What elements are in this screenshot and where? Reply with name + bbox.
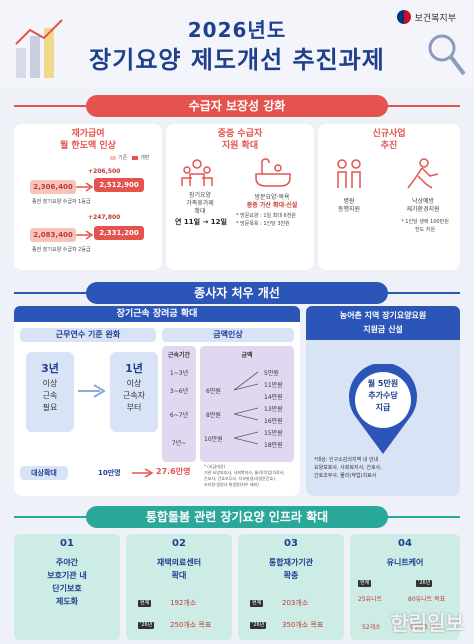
amount-raise-head: 금액인상 bbox=[162, 328, 294, 342]
rural-allowance-head: 농어촌 지역 장기요양요원 지원금 신설 bbox=[306, 306, 460, 340]
rural-allowance-card: 농어촌 지역 장기요양요원 지원금 신설 월 5만원 추가수당 지급 *대상: … bbox=[306, 306, 460, 496]
header: 보건복지부 2026년도 장기요양 제도개선 추진과제 bbox=[0, 0, 474, 88]
years-row: 6~7년 bbox=[169, 412, 189, 419]
section3-band: 통합돌봄 관련 장기요양 인프라 확대 bbox=[86, 506, 388, 528]
hospital-escort-label: 병원 동행지원 bbox=[337, 198, 361, 213]
amount-new: 18만원 bbox=[264, 442, 283, 449]
fall-prevention-note: * 1인당 생애 100만원 한도 지원 bbox=[401, 219, 449, 233]
grade1-increase: +206,500 bbox=[88, 168, 121, 175]
hospital-escort-icon bbox=[337, 159, 361, 188]
fall-prevention-label: 낙상예방 재가환경지원 bbox=[406, 198, 440, 213]
years-row: 1~3년 bbox=[169, 370, 189, 377]
magnifier-icon bbox=[428, 34, 466, 76]
family-leave-label: 장기요양 가족휴가제 확대 bbox=[186, 192, 214, 215]
section1-band: 수급자 보장성 강화 bbox=[86, 95, 388, 117]
amount-new: 13만원 bbox=[264, 406, 283, 413]
amount-head: 금액 bbox=[241, 352, 253, 359]
section1-card-severe: 중증 수급자 지원 확대 장기요양 가족휴가제 확대 연 11일 → 12일 방… bbox=[166, 124, 314, 270]
section1-card-monthly-limit: 재가급여 월 한도액 인상 기존 개편 +206,500 2,306,400 2… bbox=[14, 124, 162, 270]
amount-old: 6만원 bbox=[206, 388, 221, 395]
grade2-increase: +247,800 bbox=[88, 214, 121, 221]
amount-column: 금액 bbox=[200, 346, 294, 462]
infra-card-04: 04 유니트케어 현재 '26년 25유니트 80유니트 목표 52개소 90개… bbox=[350, 534, 460, 640]
rural-allowance-note: *대상: 인구소감쇠지역 내 안내 요양보호사, 사회복지사, 간호사, 간호조… bbox=[314, 457, 382, 479]
arrow-right-icon bbox=[78, 384, 106, 398]
title-year: 2026년도 bbox=[187, 18, 287, 42]
amount-old: 10만원 bbox=[204, 436, 223, 443]
amount-old: 8만원 bbox=[206, 412, 221, 419]
amount-arrows bbox=[234, 371, 259, 445]
section1-card-new-projects: 신규사업 추진 병원 동행지원 낙상예방 재가환경지원 * 1인당 생애 100… bbox=[318, 124, 460, 270]
target-note: * (지급대상) 기관 요양보호사, 사회복지사, 물리(작업)치료사, 간호사… bbox=[204, 464, 285, 487]
years-head: 근속기간 bbox=[167, 352, 191, 359]
rural-allowance-value: 월 5만원 추가수당 지급 bbox=[367, 379, 399, 412]
grade1-from: 2,306,400 bbox=[30, 180, 76, 194]
amount-new: 15만원 bbox=[264, 430, 283, 437]
section2-band: 종사자 처우 개선 bbox=[86, 282, 388, 304]
family-icon bbox=[181, 159, 213, 186]
grade1-caption: 종전 장기요양 수급자 1등급 bbox=[32, 199, 91, 205]
chart-legend: 기존 개편 bbox=[110, 154, 149, 161]
years-column: 근속기간 1~3년 3~6년 6~7년 7년~ bbox=[162, 346, 196, 462]
ministry-emblem-icon bbox=[396, 10, 411, 24]
bar-graph-icon bbox=[15, 19, 63, 78]
ministry-logo: 보건복지부 bbox=[396, 10, 456, 24]
amount-new: 5만원 bbox=[264, 370, 279, 377]
page-title: 장기요양 제도개선 추진과제 bbox=[89, 46, 385, 74]
card3-title: 신규사업 추진 bbox=[372, 129, 406, 151]
card1-title: 재가급여 월 한도액 인상 bbox=[60, 129, 116, 151]
target-expand-label: 대상확대 bbox=[20, 466, 68, 480]
infra-card-03: 03 통합재가기관 확충 현재 203개소 '26년 350개소 목표 bbox=[238, 534, 344, 640]
bathtub-icon bbox=[255, 158, 291, 187]
long-service-card: 장기근속 장려금 확대 근무연수 기준 완화 3년 이상 근속 필요 1년 이상… bbox=[14, 306, 300, 496]
long-service-head: 장기근속 장려금 확대 bbox=[14, 306, 300, 322]
watermark: 한림일보 bbox=[390, 611, 464, 635]
severe-bonus-label: 방문요양·목욕 중증 가산 확대·신설 bbox=[246, 194, 298, 209]
grade2-from: 2,083,400 bbox=[30, 228, 76, 242]
arrow-right-icon bbox=[76, 182, 94, 192]
grade2-to: 2,331,200 bbox=[94, 226, 144, 240]
new-criteria-box: 1년 이상 근속자 부터 bbox=[110, 352, 158, 432]
years-row: 7년~ bbox=[171, 440, 187, 447]
location-pin-icon bbox=[349, 364, 417, 454]
grade2-caption: 종전 장기요양 수급자 2등급 bbox=[32, 247, 91, 253]
amount-new: 11만원 bbox=[264, 382, 283, 389]
infra-card-02: 02 재택의료센터 확대 현재 192개소 '26년 250개소 목표 bbox=[126, 534, 232, 640]
arrow-right-icon bbox=[132, 468, 154, 478]
fall-prevention-icon bbox=[407, 158, 439, 189]
years-row: 3~6년 bbox=[169, 388, 189, 395]
ministry-name: 보건복지부 bbox=[414, 13, 456, 24]
criteria-relax-head: 근무연수 기준 완화 bbox=[20, 328, 156, 342]
target-to: 27.6만명 bbox=[156, 467, 191, 476]
amount-new: 14만원 bbox=[264, 394, 283, 401]
target-from: 10만명 bbox=[98, 469, 121, 477]
family-leave-value: 연 11일 → 12일 bbox=[175, 218, 227, 226]
grade1-to: 2,512,900 bbox=[94, 178, 144, 192]
card2-title: 중증 수급자 지원 확대 bbox=[217, 129, 263, 151]
severe-bonus-notes: * 방문요양 : 1일 최대 6천원 * 방문목욕 : 1인당 3천원 bbox=[236, 213, 296, 227]
arrow-right-icon bbox=[76, 230, 94, 240]
amount-new: 16만원 bbox=[264, 418, 283, 425]
infra-card-01: 01 주야간 보호기관 내 단기보호 제도화 bbox=[14, 534, 120, 640]
old-criteria-box: 3년 이상 근속 필요 bbox=[26, 352, 74, 432]
